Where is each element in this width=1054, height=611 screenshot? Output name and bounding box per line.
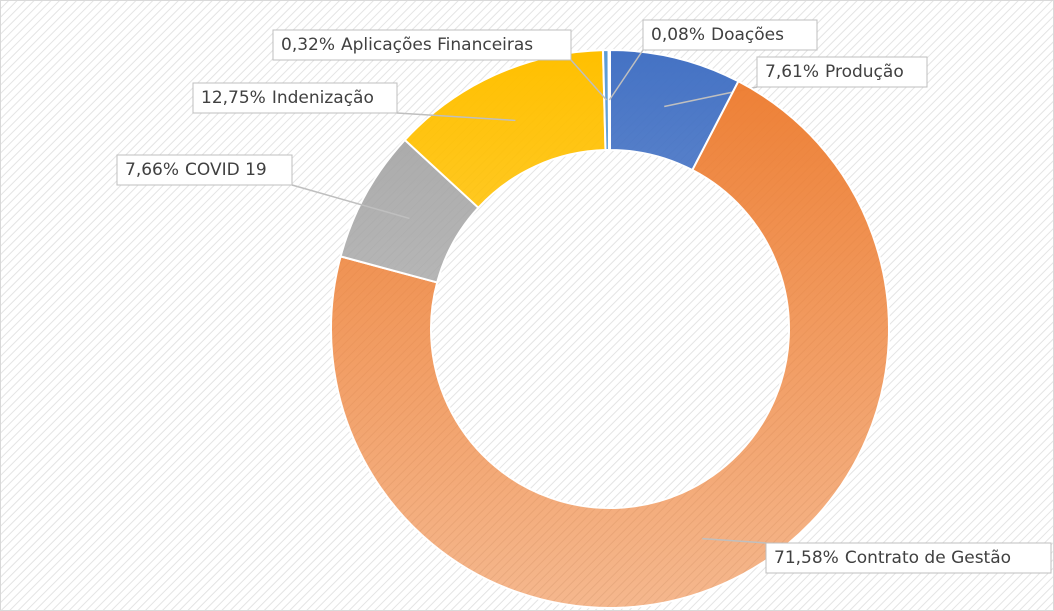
data-label-category: Contrato de Gestão bbox=[845, 548, 1011, 568]
leader-line bbox=[570, 59, 608, 101]
leader-line bbox=[608, 49, 644, 101]
data-label: 0,08% Doações bbox=[651, 25, 784, 45]
data-label-value: 0,32% bbox=[281, 35, 335, 55]
data-label-box bbox=[192, 82, 398, 114]
donut-slice bbox=[330, 79, 890, 609]
leader-line bbox=[291, 184, 410, 220]
donut-slice bbox=[607, 48, 611, 152]
data-label: 0,32% Aplicações Financeiras bbox=[281, 35, 533, 55]
data-label-category: Aplicações Financeiras bbox=[341, 35, 533, 55]
data-label-value: 71,58% bbox=[774, 548, 839, 568]
data-label-category: Indenização bbox=[272, 88, 374, 108]
data-label-box bbox=[642, 19, 818, 51]
data-label-box bbox=[272, 29, 572, 61]
data-label-box bbox=[756, 56, 928, 88]
data-label-category: COVID 19 bbox=[185, 160, 267, 180]
data-label: 7,66% COVID 19 bbox=[125, 160, 267, 180]
data-label-value: 7,61% bbox=[765, 62, 819, 82]
data-label: 12,75% Indenização bbox=[201, 88, 374, 108]
data-label-category: Produção bbox=[825, 62, 904, 82]
data-label-value: 0,08% bbox=[651, 25, 705, 45]
leader-line bbox=[396, 112, 516, 122]
data-label-category: Doações bbox=[711, 25, 784, 45]
data-label: 7,61% Produção bbox=[765, 62, 904, 82]
data-label-value: 7,66% bbox=[125, 160, 179, 180]
data-label-value: 12,75% bbox=[201, 88, 266, 108]
data-label-box bbox=[116, 154, 293, 186]
data-label: 71,58% Contrato de Gestão bbox=[774, 548, 1011, 568]
data-label-box bbox=[765, 542, 1052, 574]
leader-line bbox=[702, 537, 767, 544]
